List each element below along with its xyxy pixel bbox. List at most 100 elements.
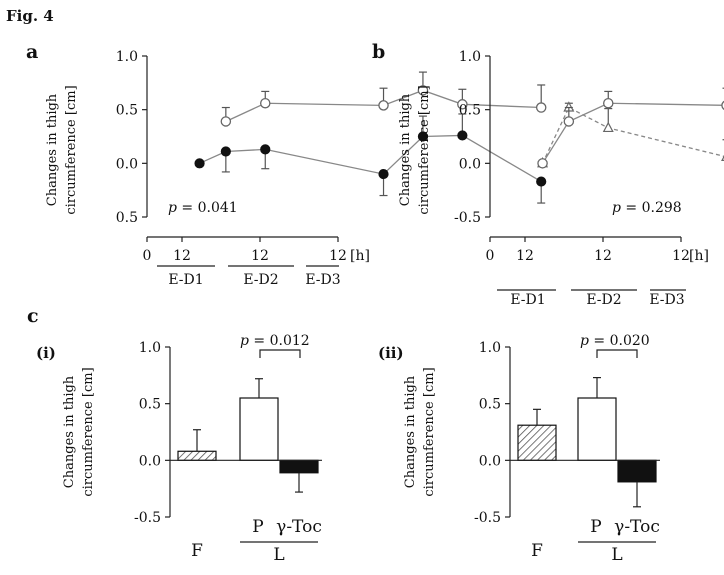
x-unit-label: [h] [689,248,709,264]
y-axis-label: circumference [cm] [417,85,432,214]
significance-bracket [259,349,301,358]
data-point [535,102,547,113]
data-point [378,168,389,180]
x-tick-label: 0 [486,248,495,264]
y-tick-label: -0.5 [134,510,161,526]
y-axis-label: Changes in thigh [62,375,77,488]
panel-label: b [372,41,385,63]
y-axis-label: circumference [cm] [81,367,96,496]
p-symbol: p [240,333,249,349]
data-point [537,158,548,169]
category-label: γ-Toc [276,517,322,537]
data-point [260,144,271,155]
p-symbol: p [580,333,589,349]
y-axis-label: Changes in thigh [45,93,60,206]
y-tick-label: 0.0 [479,453,501,469]
p-value-text: = 0.041 [177,200,238,216]
data-point [220,146,231,157]
bar [239,397,279,461]
y-tick-label: 0.5 [479,397,501,413]
panel-label: (ii) [378,344,404,362]
p-symbol: p [612,200,621,216]
p-value-label: p = 0.298 [612,200,682,216]
p-symbol: p [168,200,177,216]
data-point [194,158,205,169]
data-point [563,116,575,127]
x-tick-label: 12 [173,248,191,264]
category-label: P [590,517,601,537]
bar [279,459,319,474]
figure-label: Fig. 4 [6,7,54,25]
y-tick-label: 0.0 [459,156,481,172]
y-axis-label: circumference [cm] [422,367,437,496]
p-value-label: p = 0.020 [580,333,650,349]
data-point [457,130,468,141]
y-tick-label: 0.5 [116,103,138,119]
panel-a: a 1.0 0.5 0.0 0.5 Changes in thigh circumferen… [26,41,547,288]
p-value-text: = 0.012 [249,333,310,349]
x-tick-label: 12 [251,248,269,264]
group-label: E-D3 [649,292,684,308]
data-point [721,100,724,110]
p-value-label: p = 0.012 [240,333,310,349]
data-point [378,100,389,111]
x-tick-label: 0 [143,248,152,264]
group-label: E-D2 [243,272,278,288]
group-label: E-D1 [168,272,203,288]
panel-c-label: c [27,305,39,327]
data-point [417,131,429,142]
significance-bracket [596,349,638,358]
y-tick-label: 1.0 [479,340,501,356]
p-value-label: p = 0.041 [168,200,238,216]
category-label: P [252,517,263,537]
data-point [260,97,271,109]
y-tick-label: 0.5 [116,210,138,226]
category-label: γ-Toc [614,517,660,537]
x-unit-label: [h] [350,248,370,264]
panel-c-i: (i) 1.0 0.5 0.0 -0.5 Changes in thigh circumfe… [36,333,322,565]
group-label: L [611,545,622,565]
bar [177,450,217,461]
bar [517,424,557,461]
data-point [536,176,547,187]
series-line [542,102,724,164]
y-axis-label: Changes in thigh [398,93,413,206]
y-tick-label: -0.5 [474,510,501,526]
x-tick-label: 12 [329,248,347,264]
data-point [457,99,468,110]
group-label: E-D3 [305,272,340,288]
x-tick-label: 12 [672,248,690,264]
y-tick-label: 1.0 [116,49,138,65]
data-point [220,116,232,127]
panel-label: (i) [36,344,56,362]
group-label: L [273,545,284,565]
data-point [602,121,614,133]
y-tick-label: 1.0 [139,340,161,356]
series-line [225,89,542,123]
category-label: F [531,541,543,561]
bar [577,397,617,461]
p-value-text: = 0.020 [589,333,650,349]
y-tick-label: -0.5 [454,210,481,226]
category-label: F [191,541,203,561]
bar [617,459,657,483]
data-point [417,85,429,96]
y-axis-label: circumference [cm] [64,85,79,214]
y-tick-label: 0.0 [139,453,161,469]
panel-c-ii: (ii) 1.0 0.5 0.0 -0.5 Changes in thigh circumf… [378,333,660,565]
panel-label: a [26,41,38,63]
x-tick-label: 12 [594,248,612,264]
series-line [541,106,724,164]
p-value-text: = 0.298 [621,200,682,216]
group-label: E-D2 [586,292,621,308]
y-tick-label: 0.0 [116,156,138,172]
y-tick-label: 0.5 [139,397,161,413]
x-tick-label: 12 [516,248,534,264]
y-tick-label: 0.5 [459,103,481,119]
data-point [603,97,614,109]
y-tick-label: 1.0 [459,49,481,65]
panel-b: b 1.0 0.5 0.0 -0.5 Changes in thigh circumfere… [372,41,724,308]
y-axis-label: Changes in thigh [403,375,418,488]
group-label: E-D1 [510,292,545,308]
